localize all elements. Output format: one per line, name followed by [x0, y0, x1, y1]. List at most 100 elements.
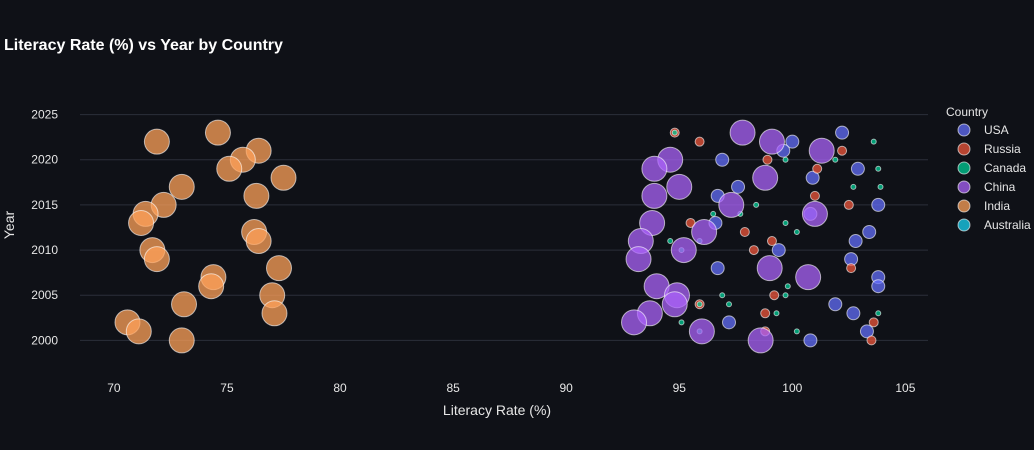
x-tick-label: 105	[895, 381, 915, 395]
legend-marker	[957, 180, 971, 194]
data-point-usa	[771, 243, 786, 258]
data-point-india	[243, 182, 270, 209]
data-point-russia	[766, 236, 777, 247]
y-axis-label: Year	[1, 211, 17, 240]
data-point-russia	[809, 190, 820, 201]
data-point-russia	[769, 290, 780, 301]
data-point-usa	[803, 333, 818, 348]
data-point-india	[261, 300, 288, 327]
data-point-china	[756, 255, 783, 282]
data-point-canada	[773, 310, 780, 317]
data-point-canada	[671, 129, 678, 136]
data-point-canada	[877, 183, 884, 190]
data-point-india	[198, 273, 225, 300]
data-point-india	[204, 119, 231, 146]
data-point-usa	[785, 134, 800, 149]
x-tick-label: 90	[560, 381, 574, 395]
data-point-russia	[837, 145, 848, 156]
legend-marker	[957, 123, 971, 137]
x-axis-label: Literacy Rate (%)	[443, 402, 551, 418]
data-point-usa	[846, 306, 861, 321]
x-tick-label: 75	[220, 381, 234, 395]
data-point-russia	[846, 263, 857, 274]
data-point-india	[128, 209, 155, 236]
data-point-usa	[731, 179, 746, 194]
data-point-canada	[870, 138, 877, 145]
data-point-russia	[812, 163, 823, 174]
data-point-canada	[726, 301, 733, 308]
tick-labels: 2000 2005 2010 2015 2020 2025 70 75 80 85 90 95 100 1…	[31, 108, 915, 395]
legend: Country USA Russia Canada China India Austral…	[946, 105, 1031, 232]
data-point-canada	[710, 210, 717, 217]
data-point-canada	[753, 201, 760, 208]
chart-title: Literacy Rate (%) vs Year by Country	[4, 37, 283, 54]
data-point-china	[747, 327, 774, 354]
data-point-usa	[722, 315, 737, 330]
data-point-india	[216, 155, 243, 182]
data-point-china	[752, 164, 779, 191]
data-point-china	[729, 119, 756, 146]
legend-label[interactable]: Canada	[984, 161, 1026, 175]
y-tick-label: 2025	[31, 108, 58, 122]
legend-marker	[957, 199, 971, 213]
data-point-russia	[843, 199, 854, 210]
data-point-russia	[760, 308, 771, 319]
data-point-china	[661, 291, 688, 318]
data-point-russia	[739, 227, 750, 237]
data-point-canada	[793, 229, 800, 235]
data-point-india	[143, 128, 170, 155]
data-point-canada	[719, 292, 726, 299]
data-point-usa	[871, 279, 886, 294]
data-point-canada	[667, 238, 674, 245]
data-point-russia	[868, 317, 879, 328]
data-point-russia	[762, 154, 773, 165]
data-point-canada	[784, 283, 791, 290]
data-point-india	[143, 246, 170, 273]
data-point-usa	[710, 261, 725, 276]
data-point-china	[621, 309, 648, 336]
data-points	[114, 119, 886, 354]
legend-marker	[957, 161, 971, 175]
y-tick-label: 2015	[31, 198, 58, 212]
y-tick-label: 2020	[31, 153, 58, 167]
data-point-canada	[782, 156, 789, 163]
x-tick-label: 85	[446, 381, 460, 395]
data-point-china	[718, 191, 745, 218]
data-point-russia	[748, 245, 759, 256]
data-point-usa	[828, 297, 843, 312]
legend-label[interactable]: Australia	[984, 218, 1031, 232]
data-point-china	[801, 200, 828, 227]
data-point-canada	[793, 328, 800, 335]
data-point-india	[270, 164, 297, 191]
x-tick-label: 100	[782, 381, 802, 395]
data-point-canada	[696, 301, 703, 308]
data-point-usa	[862, 225, 877, 239]
x-tick-label: 95	[673, 381, 687, 395]
data-point-china	[808, 137, 835, 164]
data-point-usa	[871, 197, 886, 212]
data-point-usa	[848, 234, 863, 249]
data-point-china	[641, 182, 668, 209]
data-point-usa	[715, 152, 730, 167]
data-point-china	[795, 264, 822, 291]
data-point-china	[670, 237, 697, 264]
legend-label[interactable]: Russia	[984, 142, 1021, 156]
data-point-usa	[805, 170, 820, 185]
data-point-russia	[694, 136, 705, 147]
legend-marker	[957, 142, 971, 156]
data-point-china	[688, 318, 715, 345]
data-point-russia	[866, 335, 877, 346]
data-point-india	[168, 327, 195, 354]
data-point-canada	[850, 183, 857, 190]
data-point-canada	[875, 165, 882, 172]
data-point-usa	[850, 161, 865, 176]
legend-label[interactable]: India	[984, 199, 1010, 213]
legend-label[interactable]: China	[984, 180, 1016, 194]
data-point-canada	[782, 219, 789, 226]
data-point-india	[265, 255, 292, 282]
data-point-china	[691, 219, 718, 245]
x-tick-label: 70	[107, 381, 121, 395]
data-point-usa	[835, 125, 850, 140]
legend-label[interactable]: USA	[984, 123, 1009, 137]
